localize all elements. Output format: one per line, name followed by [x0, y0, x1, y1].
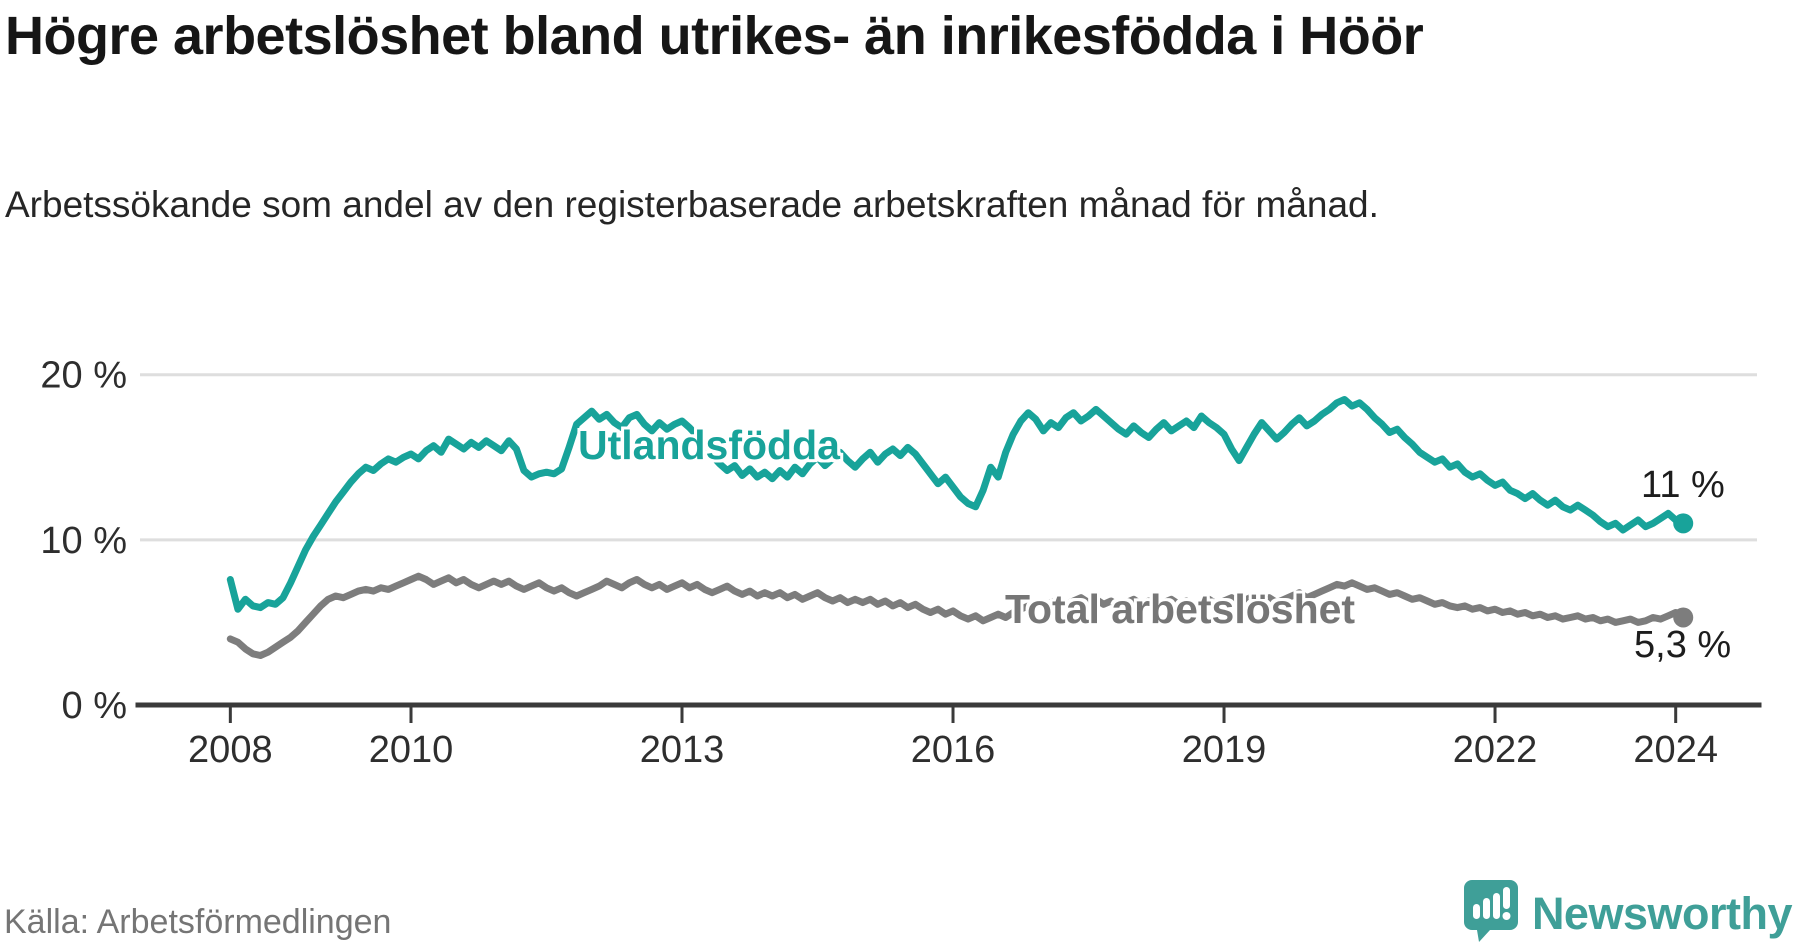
svg-text:2019: 2019	[1182, 729, 1267, 771]
svg-text:0 %: 0 %	[62, 685, 127, 727]
end-value-label-total: 5,3 %	[1634, 624, 1732, 666]
newsworthy-speech-bubble-chart-icon	[1462, 878, 1520, 949]
svg-text:10 %: 10 %	[40, 520, 127, 562]
svg-text:2008: 2008	[188, 729, 273, 771]
newsworthy-logo: Newsworthy	[1462, 878, 1793, 949]
svg-text:2016: 2016	[911, 729, 996, 771]
series-label-utlandsfodda: Utlandsfödda	[578, 422, 840, 468]
page-title: Högre arbetslöshet bland utrikes- än inr…	[5, 6, 1424, 66]
series-label-total-arbetsloshet: Total arbetslöshet	[1005, 586, 1356, 632]
source-credit: Källa: Arbetsförmedlingen	[4, 903, 392, 941]
chart-subtitle: Arbetssökande som andel av den registerb…	[5, 184, 1379, 225]
newsworthy-wordmark: Newsworthy	[1531, 887, 1793, 939]
svg-text:2013: 2013	[640, 729, 725, 771]
svg-text:2022: 2022	[1453, 729, 1538, 771]
end-value-label-utlandsfodda: 11 %	[1641, 464, 1725, 506]
svg-text:2010: 2010	[369, 729, 454, 771]
svg-text:2024: 2024	[1633, 729, 1718, 771]
svg-text:20 %: 20 %	[40, 355, 127, 397]
